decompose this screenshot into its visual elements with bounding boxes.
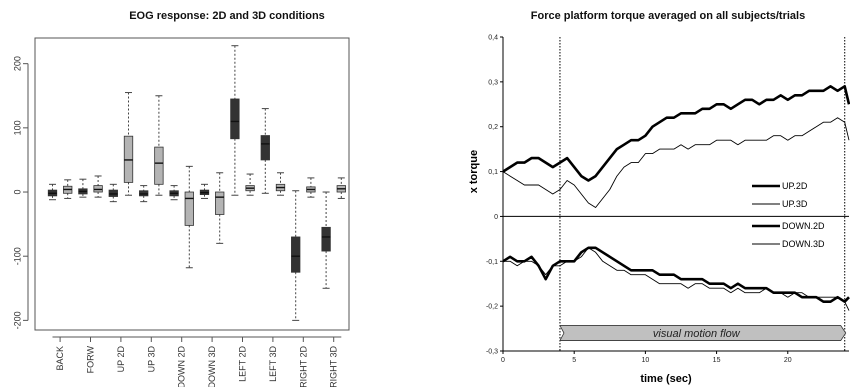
visual-motion-flow-label: visual motion flow: [653, 328, 741, 340]
series-line-up-2d: [502, 85, 850, 182]
boxplot-x-tick-label: RIGHT 3D: [329, 346, 339, 387]
torque-x-tick-label: 15: [713, 357, 721, 364]
visual-motion-flow-arrow: [559, 325, 847, 341]
torque-x-tick-label: 5: [572, 357, 576, 364]
box-right-3d-2d: [321, 226, 331, 252]
torque-y-tick-label: -0,1: [486, 259, 498, 266]
legend-label: UP.2D: [782, 181, 808, 191]
torque-y-tick-label: -0,3: [486, 349, 498, 356]
boxplot-frame: [34, 37, 350, 331]
series-line-up-3d: [502, 117, 850, 208]
torque-chart-group: -0,3 -0,2 -0,1 0 0,1 0,2 0,3 0,4 0 5 10 15 20 time (s…: [468, 35, 850, 385]
torque-x-tick-label: 10: [641, 357, 649, 364]
boxplot-x-tick-label: UP 3D: [146, 346, 156, 373]
boxplot-x-tick-label: RIGHT 2D: [298, 346, 308, 387]
torque-x-axis-label: time (sec): [640, 373, 692, 385]
torque-y-tick-label: 0,1: [488, 169, 498, 176]
legend-label: UP.3D: [782, 199, 808, 209]
legend-label: DOWN.3D: [782, 239, 825, 249]
torque-y-tick-label: -0,2: [486, 304, 498, 311]
torque-y-tick-label: 0,3: [488, 79, 498, 86]
torque-x-tick-label: 0: [501, 357, 505, 364]
boxplot-y-tick-label: 0: [12, 190, 22, 195]
torque-y-tick-label: 0,2: [488, 124, 498, 131]
boxplot-x-tick-label: UP 2D: [116, 346, 126, 373]
box-left-2d-2d: [230, 98, 240, 140]
boxplot-y-tick-label: -200: [12, 311, 22, 329]
torque-y-tick-label: 0,4: [488, 35, 498, 42]
boxplot-x-tick-label: LEFT 2D: [238, 346, 248, 382]
series-line-down-2d: [502, 246, 850, 303]
boxplot-group: -200 -100 0 100 200 BACK FORW UP 2D UP 3D DOWN 2D…: [12, 37, 350, 387]
series-line-down-3d: [503, 247, 850, 311]
boxplot-title: EOG response: 2D and 3D conditions: [129, 10, 325, 22]
box-down-3d-3d: [215, 191, 225, 215]
boxplot-y-tick-label: 200: [12, 56, 22, 71]
torque-chart-title: Force platform torque averaged on all su…: [530, 10, 806, 22]
boxplot-x-tick-label: DOWN 2D: [177, 346, 187, 387]
torque-y-tick-label: 0: [494, 214, 498, 221]
legend-label: DOWN.2D: [782, 221, 825, 231]
box-right-2d-2d: [291, 236, 301, 273]
boxplot-y-tick-label: -100: [12, 247, 22, 265]
box-down-2d-3d: [184, 191, 194, 226]
torque-x-tick-label: 20: [784, 357, 792, 364]
boxplot-x-tick-label: FORW: [86, 346, 96, 374]
boxplot-y-tick-label: 100: [12, 120, 22, 135]
torque-y-axis-label: x torque: [468, 150, 480, 193]
boxplot-x-tick-label: LEFT 3D: [268, 346, 278, 382]
box-up-3d-3d: [154, 146, 164, 185]
box-left-3d-2d: [260, 135, 270, 161]
boxplot-x-tick-label: BACK: [55, 346, 65, 371]
boxplot-x-tick-label: DOWN 3D: [207, 346, 217, 387]
